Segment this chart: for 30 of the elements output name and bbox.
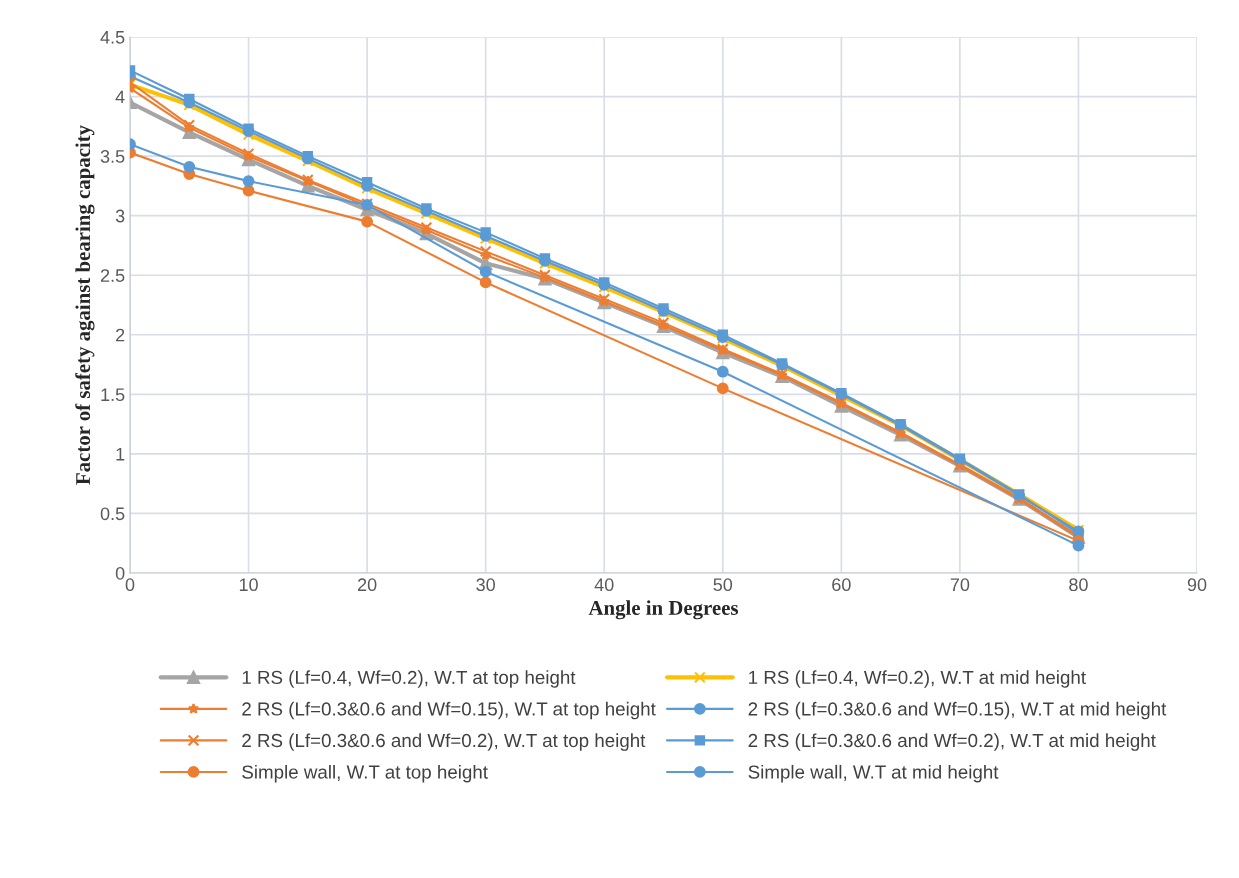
y-tick-label: 2.5 bbox=[100, 269, 125, 282]
y-tick-label: 4.5 bbox=[100, 31, 125, 44]
y-tick-label: 1.5 bbox=[101, 388, 125, 402]
y-tick-label: 2 bbox=[116, 328, 125, 342]
legend-label: 2 RS (Lf=0.3&0.6 and Wf=0.2), W.T at mid height bbox=[748, 733, 1156, 751]
legend-label: Simple wall, W.T at top height bbox=[242, 764, 488, 783]
x-tick-label: 10 bbox=[239, 578, 258, 592]
y-tick-label: 3.5 bbox=[100, 150, 125, 163]
x-tick-label: 20 bbox=[357, 578, 377, 592]
x-tick-label: 60 bbox=[832, 578, 851, 592]
x-tick-label: 50 bbox=[713, 578, 733, 592]
y-tick-label: 1 bbox=[116, 448, 125, 461]
legend-label: Simple wall, W.T at mid height bbox=[748, 764, 999, 783]
legend-label: 1 RS (Lf=0.4, Wf=0.2), W.T at mid height bbox=[749, 670, 1086, 688]
x-tick-label: 90 bbox=[1187, 578, 1207, 592]
x-tick-label: 30 bbox=[476, 578, 495, 592]
x-tick-label: 80 bbox=[1069, 578, 1088, 592]
legend-label: 2 RS (Lf=0.3&0.6 and Wf=0.15), W.T at mid height bbox=[748, 701, 1167, 720]
x-axis-title: Angle in Degrees bbox=[588, 600, 739, 620]
legend-label: 2 RS (Lf=0.3&0.6 and Wf=0.15), W.T at top height bbox=[242, 701, 656, 720]
x-tick-label: 0 bbox=[125, 578, 135, 592]
legend-label: 1 RS (Lf=0.4, Wf=0.2), W.T at top height bbox=[242, 670, 576, 688]
y-axis-title: Factor of safety against bearing capacity bbox=[75, 125, 95, 485]
y-tick-label: 0.5 bbox=[100, 507, 125, 521]
y-tick-label: 3 bbox=[115, 209, 125, 223]
y-tick-label: 4 bbox=[115, 90, 125, 104]
x-tick-label: 70 bbox=[950, 578, 970, 592]
x-tick-label: 40 bbox=[594, 578, 614, 592]
y-tick-label: 0 bbox=[115, 566, 125, 580]
legend-label: 2 RS (Lf=0.3&0.6 and Wf=0.2), W.T at top height bbox=[242, 733, 646, 751]
